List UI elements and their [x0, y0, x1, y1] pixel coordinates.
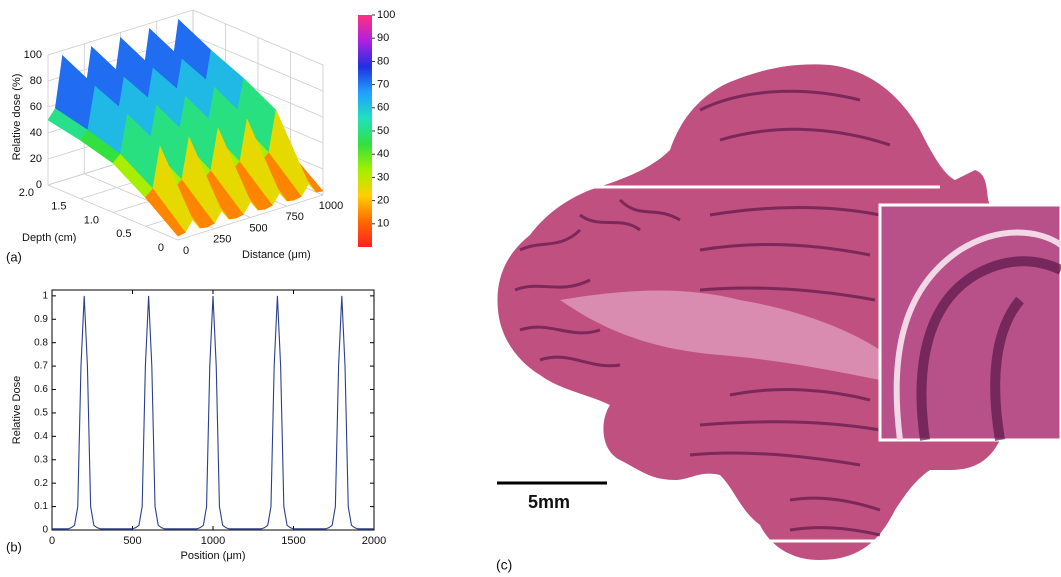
y-tick-label: 0.9 — [34, 314, 48, 325]
y-axis-title: Depth (cm) — [22, 232, 76, 244]
colorbar — [358, 15, 372, 247]
x-tick-label: 500 — [123, 535, 141, 547]
x-tick-label: 750 — [286, 211, 304, 223]
z-tick-label: 60 — [30, 101, 42, 113]
x-axis-title: Position (μm) — [180, 550, 245, 562]
colorbar-tick-label: 80 — [377, 55, 389, 67]
grid-line — [177, 194, 324, 241]
z-tick-label: 80 — [30, 75, 42, 87]
y-tick-label: 1.5 — [51, 201, 66, 213]
x-tick-label: 500 — [249, 222, 267, 234]
colorbar-tick-label: 60 — [377, 102, 389, 114]
colorbar-tick-label: 50 — [377, 125, 389, 137]
x-tick-label: 250 — [213, 234, 231, 246]
y-axis-title: Relative Dose — [11, 376, 23, 444]
scale-bar-label: 5mm — [528, 492, 570, 512]
colorbar-tick-label: 40 — [377, 148, 389, 160]
y-tick-label: 0 — [158, 242, 164, 254]
colorbar-tick-label: 20 — [377, 195, 389, 207]
y-tick-label: 0.8 — [34, 337, 48, 348]
plot-frame — [51, 289, 375, 531]
histology-panel: 5mm (c) — [496, 64, 1061, 573]
colorbar-tick-label: 90 — [377, 32, 389, 44]
x-tick-label: 1500 — [281, 535, 305, 547]
z-tick-label: 20 — [30, 153, 42, 165]
inset-detail — [893, 229, 1061, 441]
surface-patch — [145, 188, 186, 237]
y-tick-label: 0.2 — [34, 478, 48, 489]
white-matter — [560, 290, 880, 380]
colorbar-tick-label: 100 — [377, 9, 395, 21]
y-tick-label: 2.0 — [19, 187, 34, 199]
panel-label: (b) — [6, 539, 22, 554]
y-tick-label: 0.7 — [34, 361, 48, 372]
x-axis-title: Distance (μm) — [242, 249, 311, 261]
x-tick-label: 0 — [49, 535, 55, 547]
panel-label: (a) — [6, 249, 22, 264]
x-tick-label: 1000 — [201, 535, 225, 547]
z-tick-label: 40 — [30, 127, 42, 139]
y-tick-label: 0.5 — [116, 228, 131, 240]
x-tick-label: 2000 — [362, 535, 386, 547]
z-tick-label: 100 — [24, 49, 42, 61]
y-tick-label: 1 — [42, 290, 48, 301]
colorbar-tick-label: 70 — [377, 79, 389, 91]
z-axis-title: Relative dose (%) — [11, 74, 23, 161]
dose-line — [52, 295, 374, 530]
colorbar-tick-label: 10 — [377, 218, 389, 230]
z-tick-label: 0 — [36, 179, 42, 191]
folia — [514, 89, 891, 537]
inset-detail — [916, 256, 1061, 441]
x-tick-label: 0 — [183, 245, 189, 257]
y-tick-label: 0.3 — [34, 454, 48, 465]
x-tick-label: 1000 — [319, 200, 343, 212]
y-tick-label: 0.1 — [34, 501, 48, 512]
colorbar-tick-label: 30 — [377, 171, 389, 183]
panel-label: (c) — [496, 557, 512, 573]
y-tick-label: 1.0 — [84, 214, 99, 226]
y-tick-label: 0.6 — [34, 384, 48, 395]
y-tick-label: 0 — [42, 525, 48, 536]
y-tick-label: 0.5 — [34, 408, 48, 419]
y-tick-label: 0.4 — [34, 431, 48, 442]
